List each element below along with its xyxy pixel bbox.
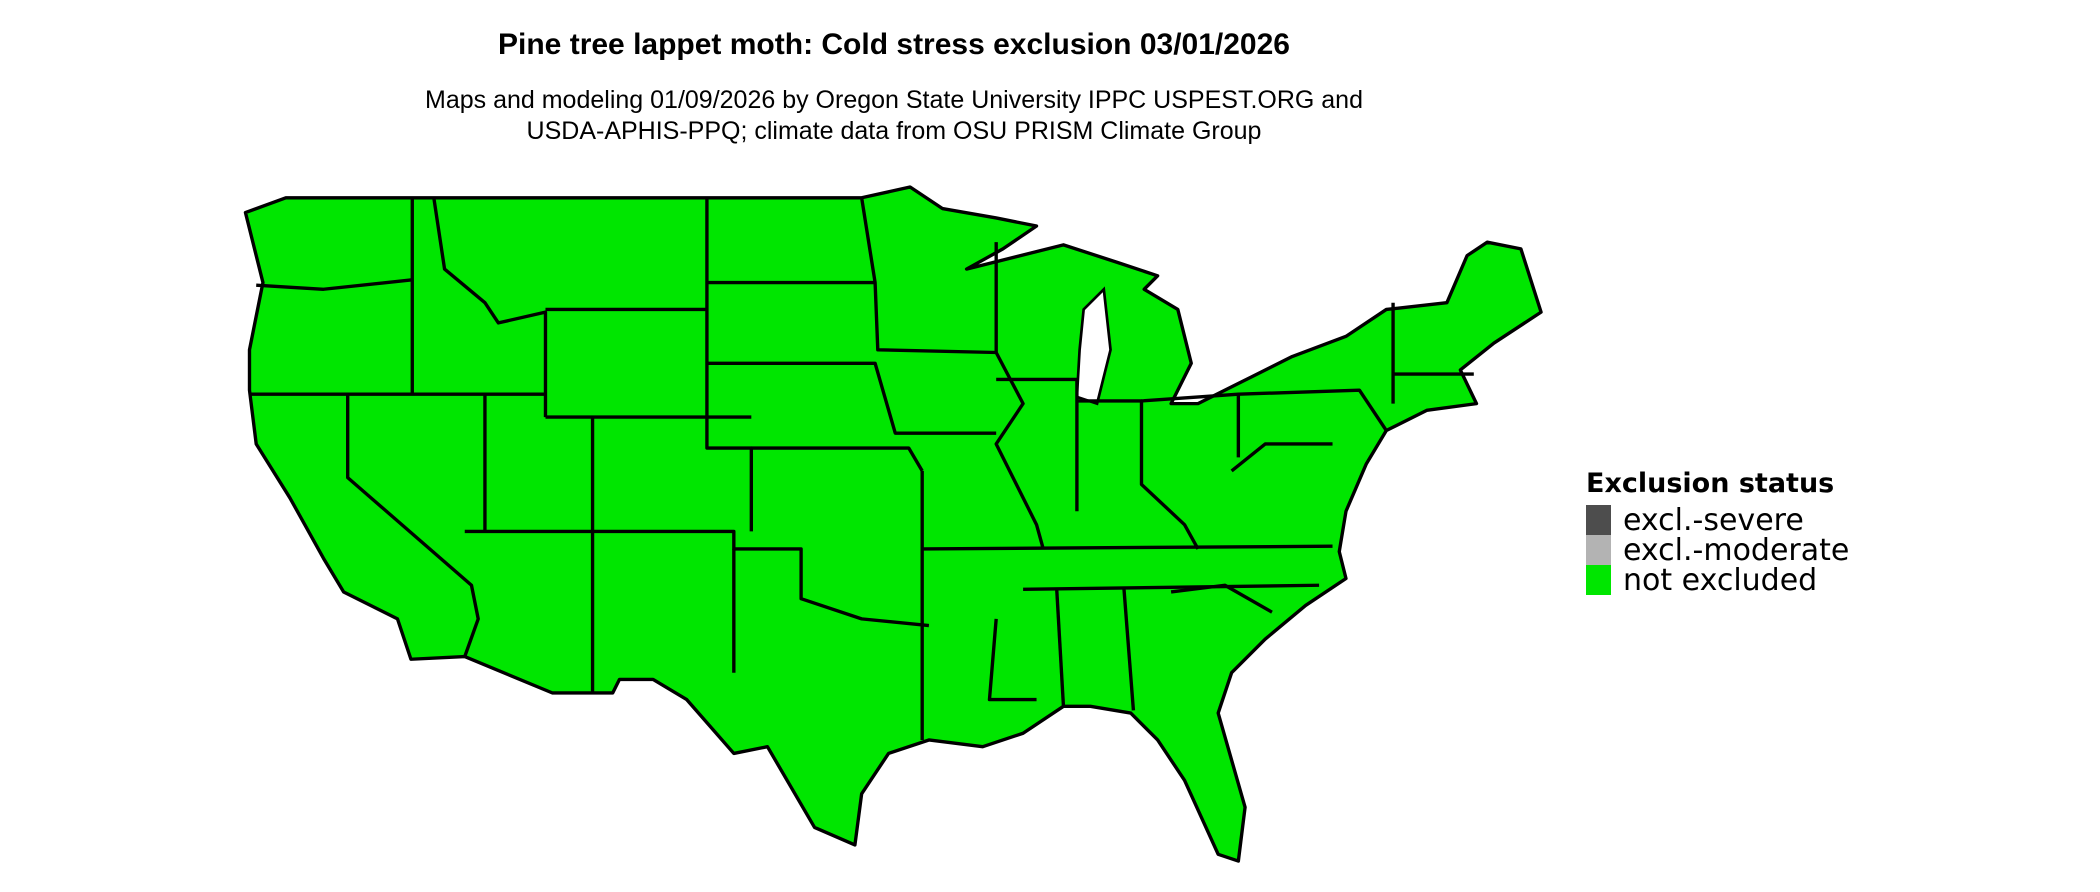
us-outline	[243, 185, 1543, 863]
subtitle-line-2: USDA-APHIS-PPQ; climate data from OSU PR…	[526, 117, 1262, 145]
lake-michigan	[1075, 286, 1112, 406]
state-borders	[250, 197, 1474, 740]
legend-swatch-severe	[1586, 505, 1611, 535]
legend: Exclusion status excl.-severe excl.-mode…	[1586, 468, 1850, 598]
legend-label: not excluded	[1623, 562, 1818, 598]
legend-label: excl.-severe	[1623, 502, 1804, 538]
subtitle-line-1: Maps and modeling 01/09/2026 by Oregon S…	[425, 86, 1363, 114]
legend-swatch-not-excluded	[1586, 565, 1611, 595]
legend-label: excl.-moderate	[1623, 532, 1850, 568]
legend-item-severe: excl.-severe	[1586, 502, 1849, 538]
legend-item-moderate: excl.-moderate	[1586, 532, 1850, 568]
map-title: Pine tree lappet moth: Cold stress exclu…	[498, 28, 1290, 61]
legend-swatch-moderate	[1586, 535, 1611, 565]
legend-title: Exclusion status	[1586, 468, 1835, 499]
legend-item-not-excluded: not excluded	[1586, 562, 1849, 598]
